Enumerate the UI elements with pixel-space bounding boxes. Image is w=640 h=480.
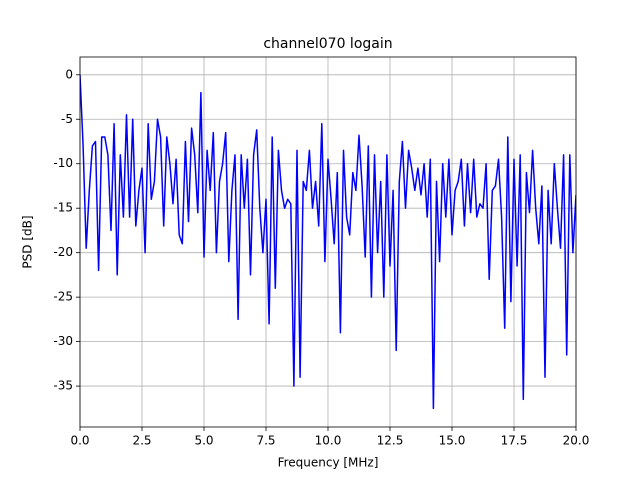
y-tick-label: -15 (53, 201, 73, 215)
x-tick-label: 20.0 (563, 434, 590, 448)
y-tick-label: -25 (53, 290, 73, 304)
y-tick-label: 0 (65, 67, 73, 81)
x-tick-label: 12.5 (377, 434, 404, 448)
chart-title: channel070 logain (263, 36, 392, 52)
x-tick-label: 2.5 (132, 434, 151, 448)
psd-line (80, 74, 576, 410)
x-axis-label: Frequency [MHz] (278, 456, 379, 470)
x-tick-label: 5.0 (194, 434, 213, 448)
data-layer (80, 74, 576, 410)
y-tick-label: -30 (53, 334, 73, 348)
x-tick-label: 0.0 (70, 434, 89, 448)
y-tick-label: -35 (53, 379, 73, 393)
y-tick-label: -10 (53, 156, 73, 170)
x-tick-label: 7.5 (256, 434, 275, 448)
x-tick-label: 10.0 (315, 434, 342, 448)
y-tick-label: -5 (61, 112, 73, 126)
y-tick-label: -20 (53, 245, 73, 259)
y-axis-label: PSD [dB] (21, 215, 35, 268)
x-tick-label: 17.5 (501, 434, 528, 448)
x-tick-label: 15.0 (439, 434, 466, 448)
